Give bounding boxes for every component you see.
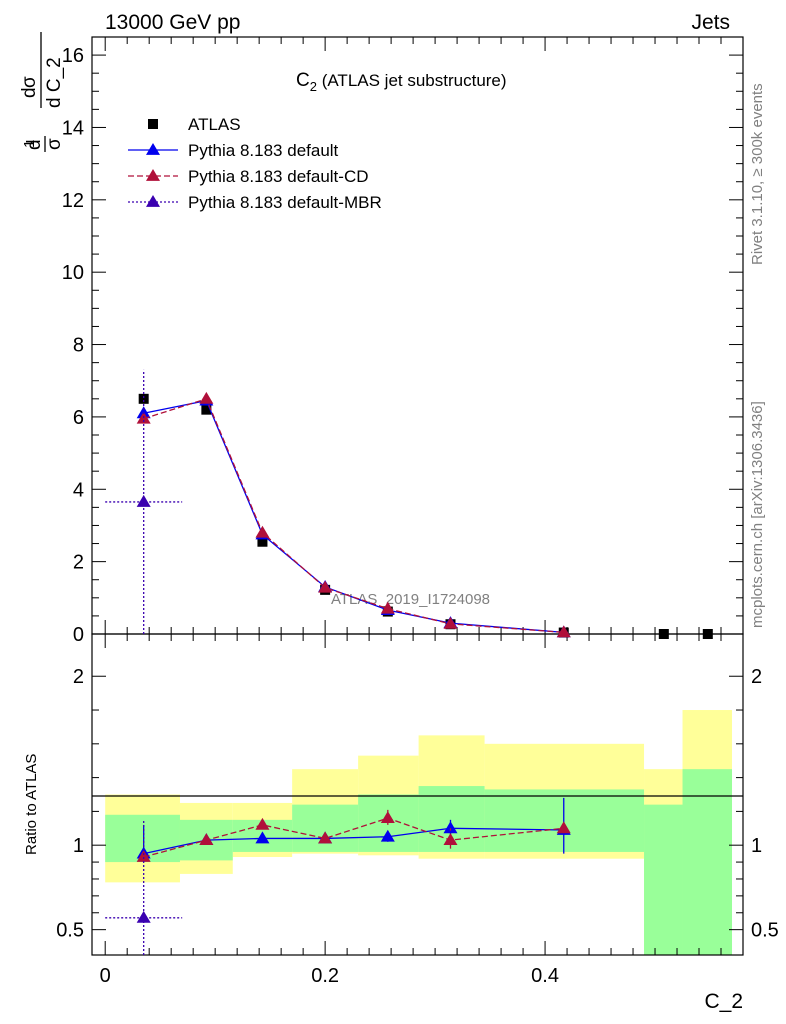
main-point-series-0 <box>138 393 149 404</box>
legend-label-3: Pythia 8.183 default-MBR <box>188 193 382 212</box>
y-tick-label: 12 <box>62 190 84 212</box>
ratio-y-tick-label: 1 <box>73 835 84 857</box>
main-point-series-0 <box>658 629 669 639</box>
legend-marker-3 <box>146 195 160 207</box>
main-point-series-2 <box>255 525 270 538</box>
y-tick-label: 6 <box>73 407 84 429</box>
svg-text:d C_2: d C_2 <box>44 57 65 108</box>
ratio-y-tick-label-right: 0.5 <box>751 920 779 942</box>
main-line-series-2 <box>143 398 564 634</box>
main-point-series-2 <box>443 616 458 629</box>
ratio-y-tick-label-right: 2 <box>751 666 762 688</box>
ratio-point-series-1 <box>556 821 571 834</box>
ratio-plot-frame <box>91 633 744 956</box>
green-band-bin-7 <box>644 804 683 955</box>
y-tick-label: 10 <box>62 262 84 284</box>
green-band-bin-8 <box>682 769 733 955</box>
ratio-point-series-1 <box>318 831 333 844</box>
main-series-layer <box>105 369 713 639</box>
main-point-series-0 <box>201 404 212 415</box>
analysis-label: ATLAS_2019_I1724098 <box>331 591 490 608</box>
y-tick-label: 8 <box>73 335 84 357</box>
ratio-point-series-0 <box>255 831 270 844</box>
main-point-series-0 <box>702 629 713 639</box>
main-y-axis-label: d σ 1 <box>21 136 65 152</box>
green-band-bin-3 <box>292 804 359 852</box>
ratio-series-layer <box>105 797 571 955</box>
main-y-axis-label-deriv: d σ d C_2 <box>19 32 65 108</box>
ratio-point-series-0 <box>443 821 458 834</box>
category-label: Jets <box>691 11 730 34</box>
main-point-series-2 <box>318 580 333 593</box>
ratio-axis-ticks: 0.5 0.5 1 1 2 2 <box>56 666 779 941</box>
svg-text:d: d <box>24 139 45 150</box>
ratio-y-axis-label: Ratio to ATLAS <box>23 754 40 855</box>
y-tick-label: 2 <box>73 552 84 574</box>
main-point-series-2 <box>380 601 395 614</box>
main-point-series-3 <box>136 494 151 507</box>
ratio-point-series-2 <box>136 910 151 923</box>
legend-label-1: Pythia 8.183 default <box>188 141 339 160</box>
plot-title: C2 (ATLAS jet substructure) <box>296 70 507 94</box>
svg-text:σ: σ <box>19 76 40 88</box>
ratio-point-series-1 <box>443 833 458 846</box>
ratio-point-series-1 <box>380 811 395 824</box>
main-axis-ticks: 0 2 4 6 8 10 12 14 16 <box>62 45 743 646</box>
legend-label-0: ATLAS <box>188 115 241 134</box>
y-tick-label: 0 <box>73 624 84 646</box>
legend-marker-0 <box>148 119 158 129</box>
x-tick-label: 0.2 <box>311 965 339 987</box>
legend-marker-2 <box>146 169 160 181</box>
ratio-y-tick-label: 2 <box>73 666 84 688</box>
svg-text:1: 1 <box>21 140 38 148</box>
main-point-series-2 <box>556 625 571 638</box>
ratio-point-series-1 <box>136 850 151 862</box>
svg-text:σ: σ <box>44 138 65 150</box>
x-tick-label: 0 <box>100 965 111 987</box>
svg-text:d: d <box>19 87 40 98</box>
legend: ATLAS Pythia 8.183 default Pythia 8.183 de… <box>128 115 382 212</box>
legend-label-2: Pythia 8.183 default-CD <box>188 167 369 186</box>
ratio-point-series-1 <box>199 833 214 846</box>
ratio-point-series-0 <box>380 829 395 842</box>
x-axis-label: C_2 <box>704 990 743 1013</box>
rivet-label: Rivet 3.1.10, ≥ 300k events <box>749 83 766 265</box>
energy-label: 13000 GeV pp <box>105 11 240 34</box>
legend-marker-1 <box>146 143 160 155</box>
y-tick-label: 16 <box>62 45 84 67</box>
y-tick-label: 14 <box>62 117 84 139</box>
source-label: mcplots.cern.ch [arXiv:1306.3436] <box>749 401 766 628</box>
ratio-y-tick-label-right: 1 <box>751 835 762 857</box>
main-point-series-0 <box>257 536 268 547</box>
ratio-y-tick-label: 0.5 <box>56 920 84 942</box>
x-axis-ticks: 0 0.2 0.4 <box>100 37 722 987</box>
y-tick-label: 4 <box>73 479 84 501</box>
x-tick-label: 0.4 <box>531 965 559 987</box>
ratio-point-series-1 <box>255 817 270 830</box>
main-point-series-2 <box>199 391 214 404</box>
